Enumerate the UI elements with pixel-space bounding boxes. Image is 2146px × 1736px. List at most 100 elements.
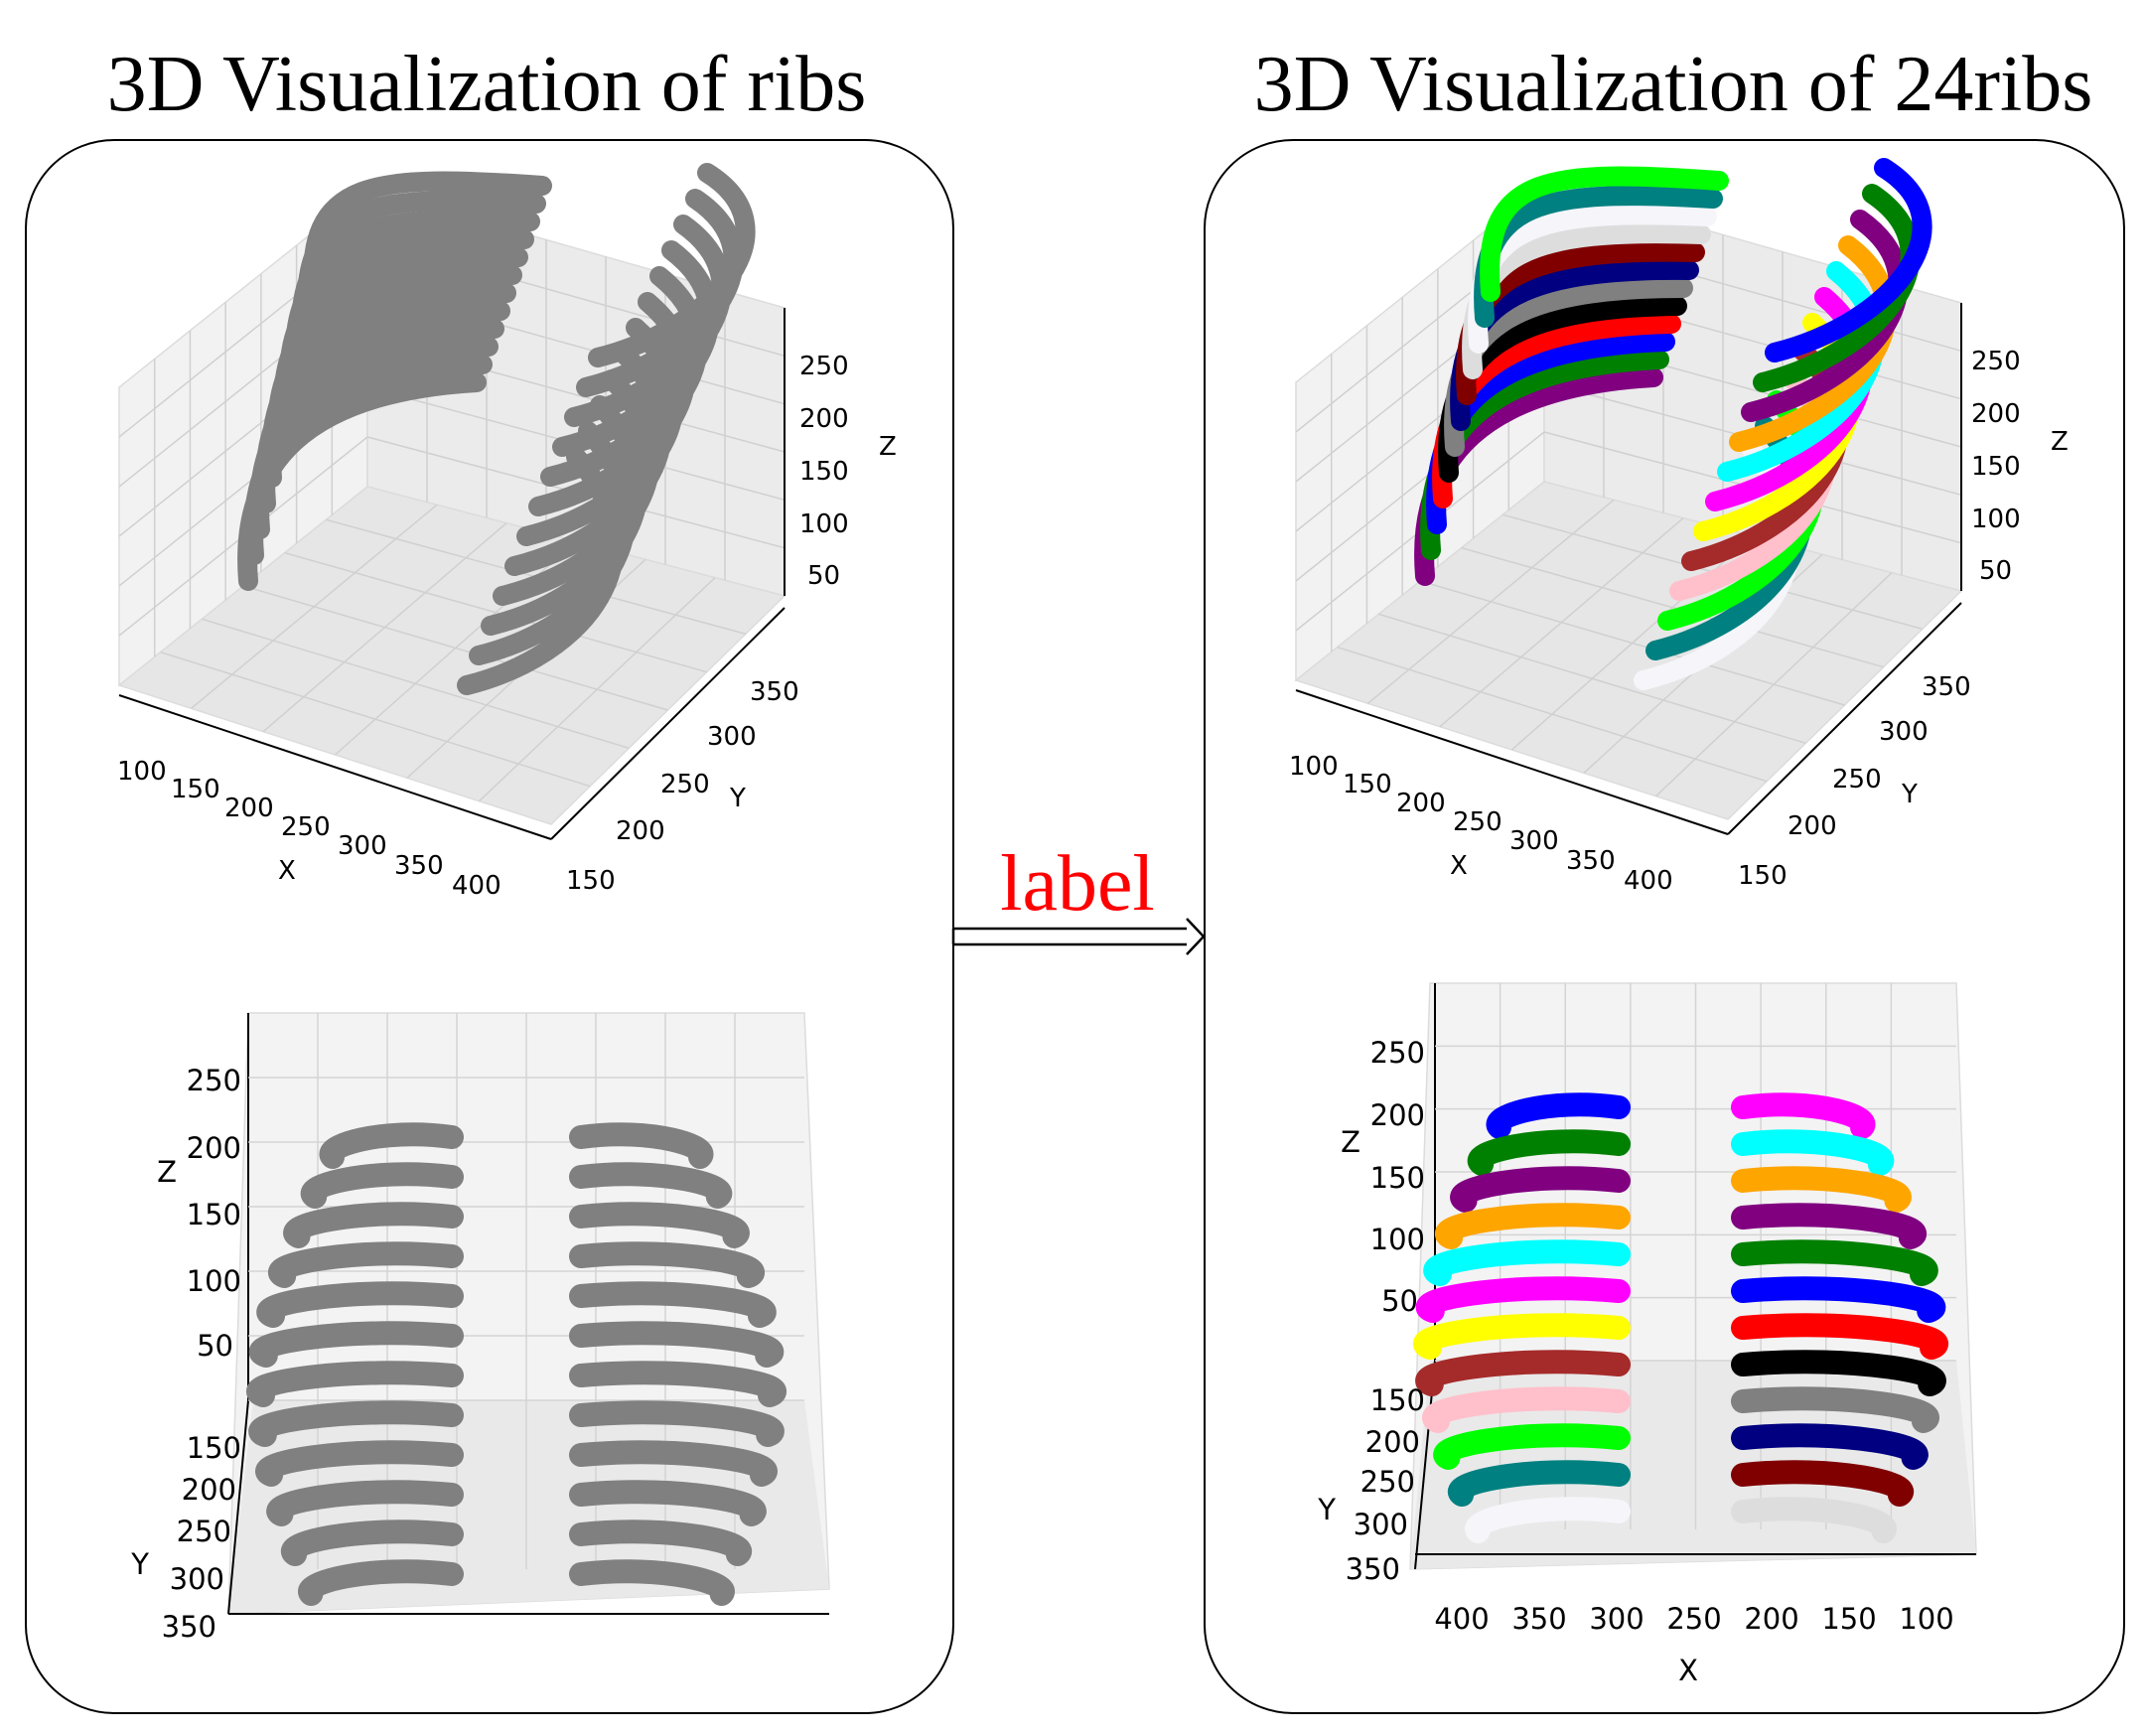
grid-line (478, 577, 716, 802)
rib-left (1412, 1313, 1631, 1360)
tick-label: 150 (1343, 770, 1392, 799)
front-right-y-ticks: 150 200 250 300 350 Y (1317, 1383, 1425, 1586)
rib-right (1731, 1423, 1929, 1470)
rib-left (1450, 1166, 1631, 1213)
tick-label: 150 (1738, 861, 1788, 891)
rib-left (1435, 1203, 1631, 1249)
tick-label: 350 (394, 851, 444, 881)
tick-label: 200 (1971, 399, 2021, 429)
axis-line (550, 607, 786, 840)
rib-left (266, 1480, 464, 1526)
tick-label: 350 (1566, 846, 1616, 876)
rib-right (1731, 1497, 1897, 1543)
axis-line (1727, 602, 1962, 835)
tick-label: 50 (1979, 556, 2012, 586)
ribs-iso-left (237, 163, 756, 695)
tick-label: 300 (338, 831, 387, 861)
tick-label: 200 (1365, 1425, 1420, 1459)
panel-title-right: 3D Visualization of 24ribs (1253, 41, 2093, 128)
front-right-z-ticks: 50 100 150 200 250 Z (1341, 1036, 1425, 1318)
tick-label: 100 (1899, 1602, 1953, 1636)
rib-left (1415, 1350, 1631, 1396)
tick-label: 150 (1370, 1161, 1425, 1195)
iso-right-x-ticks: 100 150 200 250 300 350 400 X (1289, 752, 1673, 896)
rib-right (569, 1519, 752, 1566)
axis-label-z: Z (1341, 1125, 1360, 1159)
iso-left-y-ticks: 150 200 250 300 350 Y (566, 677, 799, 896)
rib-right (569, 1162, 733, 1209)
tick-label: 350 (162, 1610, 216, 1644)
rib-right (1731, 1460, 1914, 1507)
tick-label: 200 (1370, 1098, 1425, 1132)
tick-label: 50 (1381, 1284, 1418, 1318)
tick-label: 100 (799, 509, 849, 539)
axis-label-z: Z (879, 432, 897, 462)
axis-line (118, 694, 552, 840)
tick-label: 100 (1370, 1223, 1425, 1256)
rib-left (245, 1361, 464, 1407)
tick-label: 200 (1788, 811, 1837, 841)
rib-left (283, 1202, 464, 1248)
axis-label-z: Z (157, 1155, 177, 1189)
front-left-y-ticks: 150 200 250 300 350 Y (130, 1431, 241, 1644)
tick-label: 150 (1971, 452, 2021, 482)
rib-right (1731, 1350, 1946, 1396)
rib-right (569, 1202, 750, 1248)
rib-right (569, 1361, 787, 1407)
tick-label: 250 (187, 1064, 241, 1097)
tick-label: 100 (1971, 505, 2021, 534)
tick-label: 350 (1922, 672, 1971, 702)
tick-label: 350 (1346, 1552, 1400, 1586)
ribs-front-left (245, 1122, 787, 1606)
rib-left (256, 1281, 464, 1328)
rib-right (569, 1559, 735, 1606)
iso-left-x-ticks: 100 150 200 250 300 350 400 X (117, 757, 501, 901)
tick-label: 250 (177, 1515, 231, 1548)
rib-left (1415, 1276, 1631, 1323)
tick-label: 400 (452, 871, 501, 901)
rib-left (248, 1321, 464, 1368)
rib-right (1731, 1203, 1927, 1249)
rib-right (1731, 1129, 1895, 1176)
tick-label: 200 (182, 1473, 236, 1507)
tick-label: 100 (117, 757, 167, 787)
rib-left (281, 1519, 464, 1566)
tick-label: 100 (1289, 752, 1339, 782)
iso-right-z-ticks: 50 100 150 200 250 Z (1971, 347, 2069, 586)
rib-right (1731, 1313, 1949, 1360)
tick-label: 50 (807, 561, 840, 591)
tick-label: 300 (1354, 1508, 1408, 1541)
tick-label: 200 (187, 1131, 241, 1165)
rib-left (1480, 166, 1729, 302)
axis-line (1295, 689, 1729, 835)
rib-right (1731, 1276, 1946, 1323)
tick-label: 250 (1360, 1465, 1415, 1499)
tick-label: 150 (187, 1431, 241, 1465)
panel-title-left: 3D Visualization of ribs (106, 41, 867, 128)
rib-right (569, 1400, 785, 1447)
ribs-front-right (1412, 1092, 1949, 1543)
rib-left (319, 1122, 464, 1169)
rib-left (255, 1440, 464, 1487)
front-right-x-ticks: 400 350 300 250 200 150 100 X (1434, 1602, 1953, 1687)
rib-left (1467, 1129, 1631, 1176)
axis-label-y: Y (1317, 1493, 1336, 1526)
rib-right (569, 1241, 765, 1288)
tick-label: 250 (660, 770, 710, 799)
tick-label: 400 (1434, 1602, 1489, 1636)
tick-label: 400 (1624, 866, 1673, 896)
rib-right (1731, 1092, 1876, 1139)
rib-left (300, 1162, 464, 1209)
tick-label: 350 (750, 677, 799, 707)
axis-label-x: X (1678, 1654, 1698, 1687)
tick-label: 100 (187, 1264, 241, 1298)
front-left-z-ticks: 50 100 150 200 250 Z (157, 1064, 241, 1363)
tick-label: 300 (1589, 1602, 1644, 1636)
rib-left (1448, 1460, 1631, 1507)
axis-label-x: X (278, 856, 296, 886)
tick-label: 250 (1832, 765, 1882, 795)
tick-label: 300 (1509, 826, 1559, 856)
tick-label: 300 (707, 722, 757, 752)
tick-label: 150 (187, 1198, 241, 1231)
tick-label: 250 (799, 352, 849, 381)
